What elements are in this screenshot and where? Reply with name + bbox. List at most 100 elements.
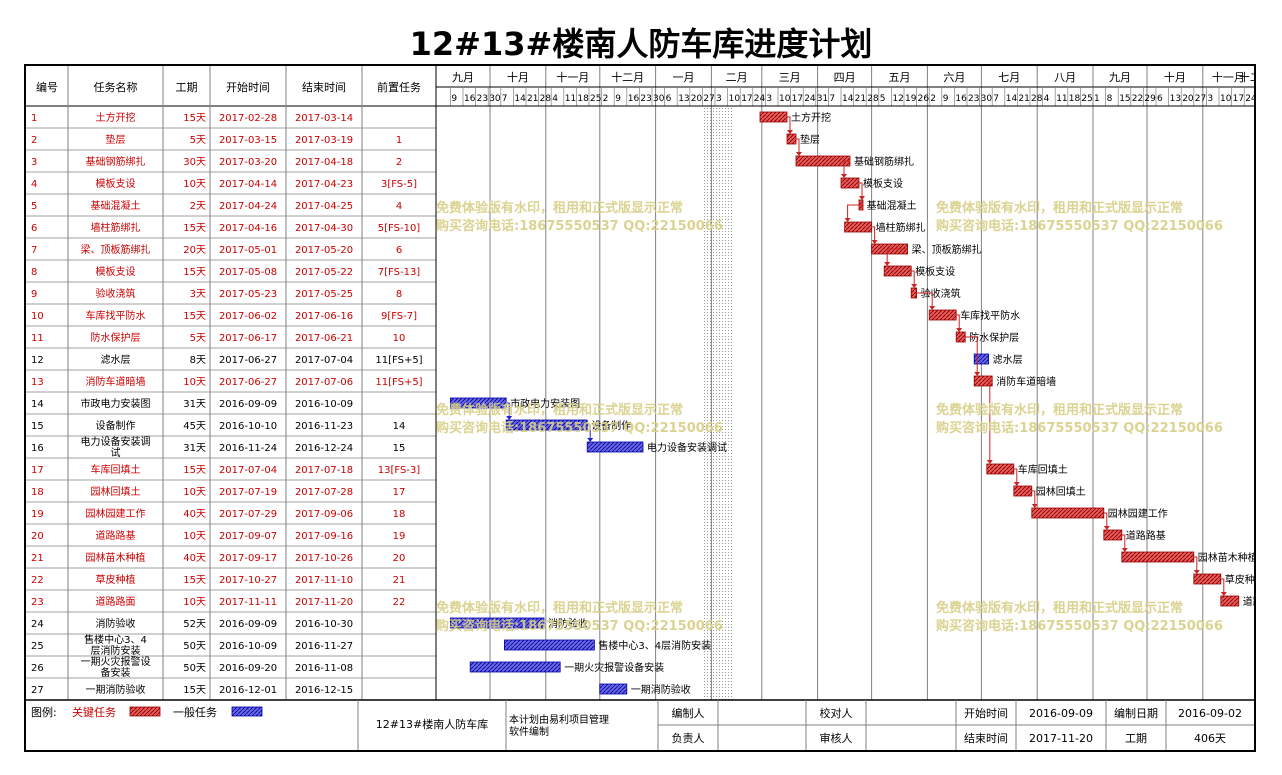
task-name: 电力设备安装调 [81,435,151,448]
task-id: 4 [31,179,37,190]
task-bar [469,661,561,673]
task-duration: 10天 [183,179,206,190]
dependency-arrow [911,270,915,287]
week-label: 3 [1207,94,1213,104]
task-duration: 40天 [183,509,206,520]
month-label: 五月 [889,71,911,84]
dependency-arrowhead [1121,548,1128,552]
task-id: 18 [31,487,44,498]
week-label: 30 [489,94,501,104]
task-bar [503,639,595,651]
task-id: 13 [31,377,44,388]
dependency-arrowhead [587,438,594,442]
task-predecessor: 9[FS-7] [381,311,417,322]
task-bar [786,133,797,145]
task-predecessor: 6 [396,245,402,256]
task-id: 19 [31,509,44,520]
task-duration: 10天 [183,597,206,608]
task-id: 12 [31,355,44,366]
task-name: 层消防安装 [91,644,141,657]
task-bar [844,221,872,233]
task-id: 22 [31,575,44,586]
task-bar-label: 模板支设 [863,177,903,190]
task-name: 一期消防验收 [86,683,146,696]
week-label: 21 [855,94,866,104]
task-name: 基础混凝土 [91,199,141,212]
task-predecessor: 22 [393,597,406,608]
dependency-arrowhead [974,372,981,376]
compile-date-label: 编制日期 [1114,706,1158,720]
task-start: 2017-06-17 [219,333,277,344]
week-label: 24 [804,94,816,104]
table-header-cell: 结束时间 [302,81,346,94]
task-duration: 10天 [183,487,206,498]
task-id: 16 [31,443,44,454]
week-label: 5 [880,94,886,104]
week-label: 24 [1245,94,1254,104]
task-end: 2017-07-18 [295,465,353,476]
watermark-text: 免费体验版有水印，租用和正式版显示正常 购买咨询电话:18675550537 QQ… [436,402,723,438]
week-label: 28 [867,94,879,104]
task-id: 2 [31,135,37,146]
task-end: 2017-11-10 [295,575,353,586]
dependency-arrowhead [506,416,513,420]
week-label: 20 [691,94,703,104]
task-start: 2017-03-15 [219,135,277,146]
task-end: 2016-11-23 [295,421,353,432]
dependency-arrow [787,116,791,133]
task-bar-label: 园林回填土 [1036,485,1086,498]
week-label: 16 [464,94,476,104]
month-label: 八月 [1054,71,1076,84]
task-end: 2016-11-27 [295,641,353,652]
task-duration: 50天 [183,641,206,652]
task-predecessor: 20 [393,553,406,564]
week-label: 17 [1233,94,1244,104]
month-label: 一月 [673,71,695,84]
legend-critical-swatch [129,706,161,717]
month-label: 十一月 [1212,70,1245,84]
week-label: 30 [653,94,665,104]
task-bar-label: 草皮种植 [1225,573,1254,586]
week-label: 16 [955,94,967,104]
legend-critical-label: 关键任务 [72,705,116,719]
task-end: 2017-07-28 [295,487,353,498]
software-note: 本计划由易利项目管理 [509,713,609,726]
task-duration: 52天 [183,619,206,630]
dependency-arrowhead [1031,504,1038,508]
task-name: 道路路面 [96,595,136,608]
task-name: 车库回填土 [91,463,141,476]
task-end: 2017-06-16 [295,311,353,322]
watermark-line1: 免费体验版有水印，租用和正式版显示正常 [436,601,684,616]
task-name: 设备制作 [96,419,136,432]
end-label: 结束时间 [964,732,1008,745]
week-label: 11 [1056,94,1067,104]
dependency-arrowhead [787,130,793,134]
dependency-arrow [886,248,908,265]
month-label: 七月 [998,71,1020,84]
task-id: 7 [31,245,37,256]
week-label: 6 [666,94,672,104]
watermark-line1: 免费体验版有水印，租用和正式版显示正常 [936,601,1184,616]
task-start: 2017-09-07 [219,531,277,542]
task-id: 11 [31,333,44,344]
watermark-text: 免费体验版有水印，租用和正式版显示正常购买咨询电话:18675550537 QQ… [936,600,1223,636]
task-predecessor: 19 [393,531,406,542]
task-start: 2017-09-17 [219,553,277,564]
task-end: 2016-10-30 [295,619,353,630]
task-id: 9 [31,289,37,300]
task-bar-label: 基础钢筋绑扎 [854,155,914,168]
task-bar-label: 一期火灾报警设备安装 [564,661,664,674]
task-bar [1121,551,1195,563]
task-duration: 40天 [183,553,206,564]
task-end: 2017-03-14 [295,113,353,124]
task-predecessor: 4 [396,201,402,212]
table-header-cell: 前置任务 [377,80,421,94]
task-end: 2017-05-25 [295,289,353,300]
watermark-line2: 购买咨询电话:18675550537 QQ:22150066 [436,619,723,634]
watermark-line2: 购买咨询电话:18675550537 QQ:22150066 [936,619,1223,634]
week-label: 25 [1081,94,1092,104]
start-label: 开始时间 [964,706,1008,720]
dependency-arrowhead [911,284,918,288]
dependency-arrow [1121,534,1126,551]
task-bar [759,111,788,123]
